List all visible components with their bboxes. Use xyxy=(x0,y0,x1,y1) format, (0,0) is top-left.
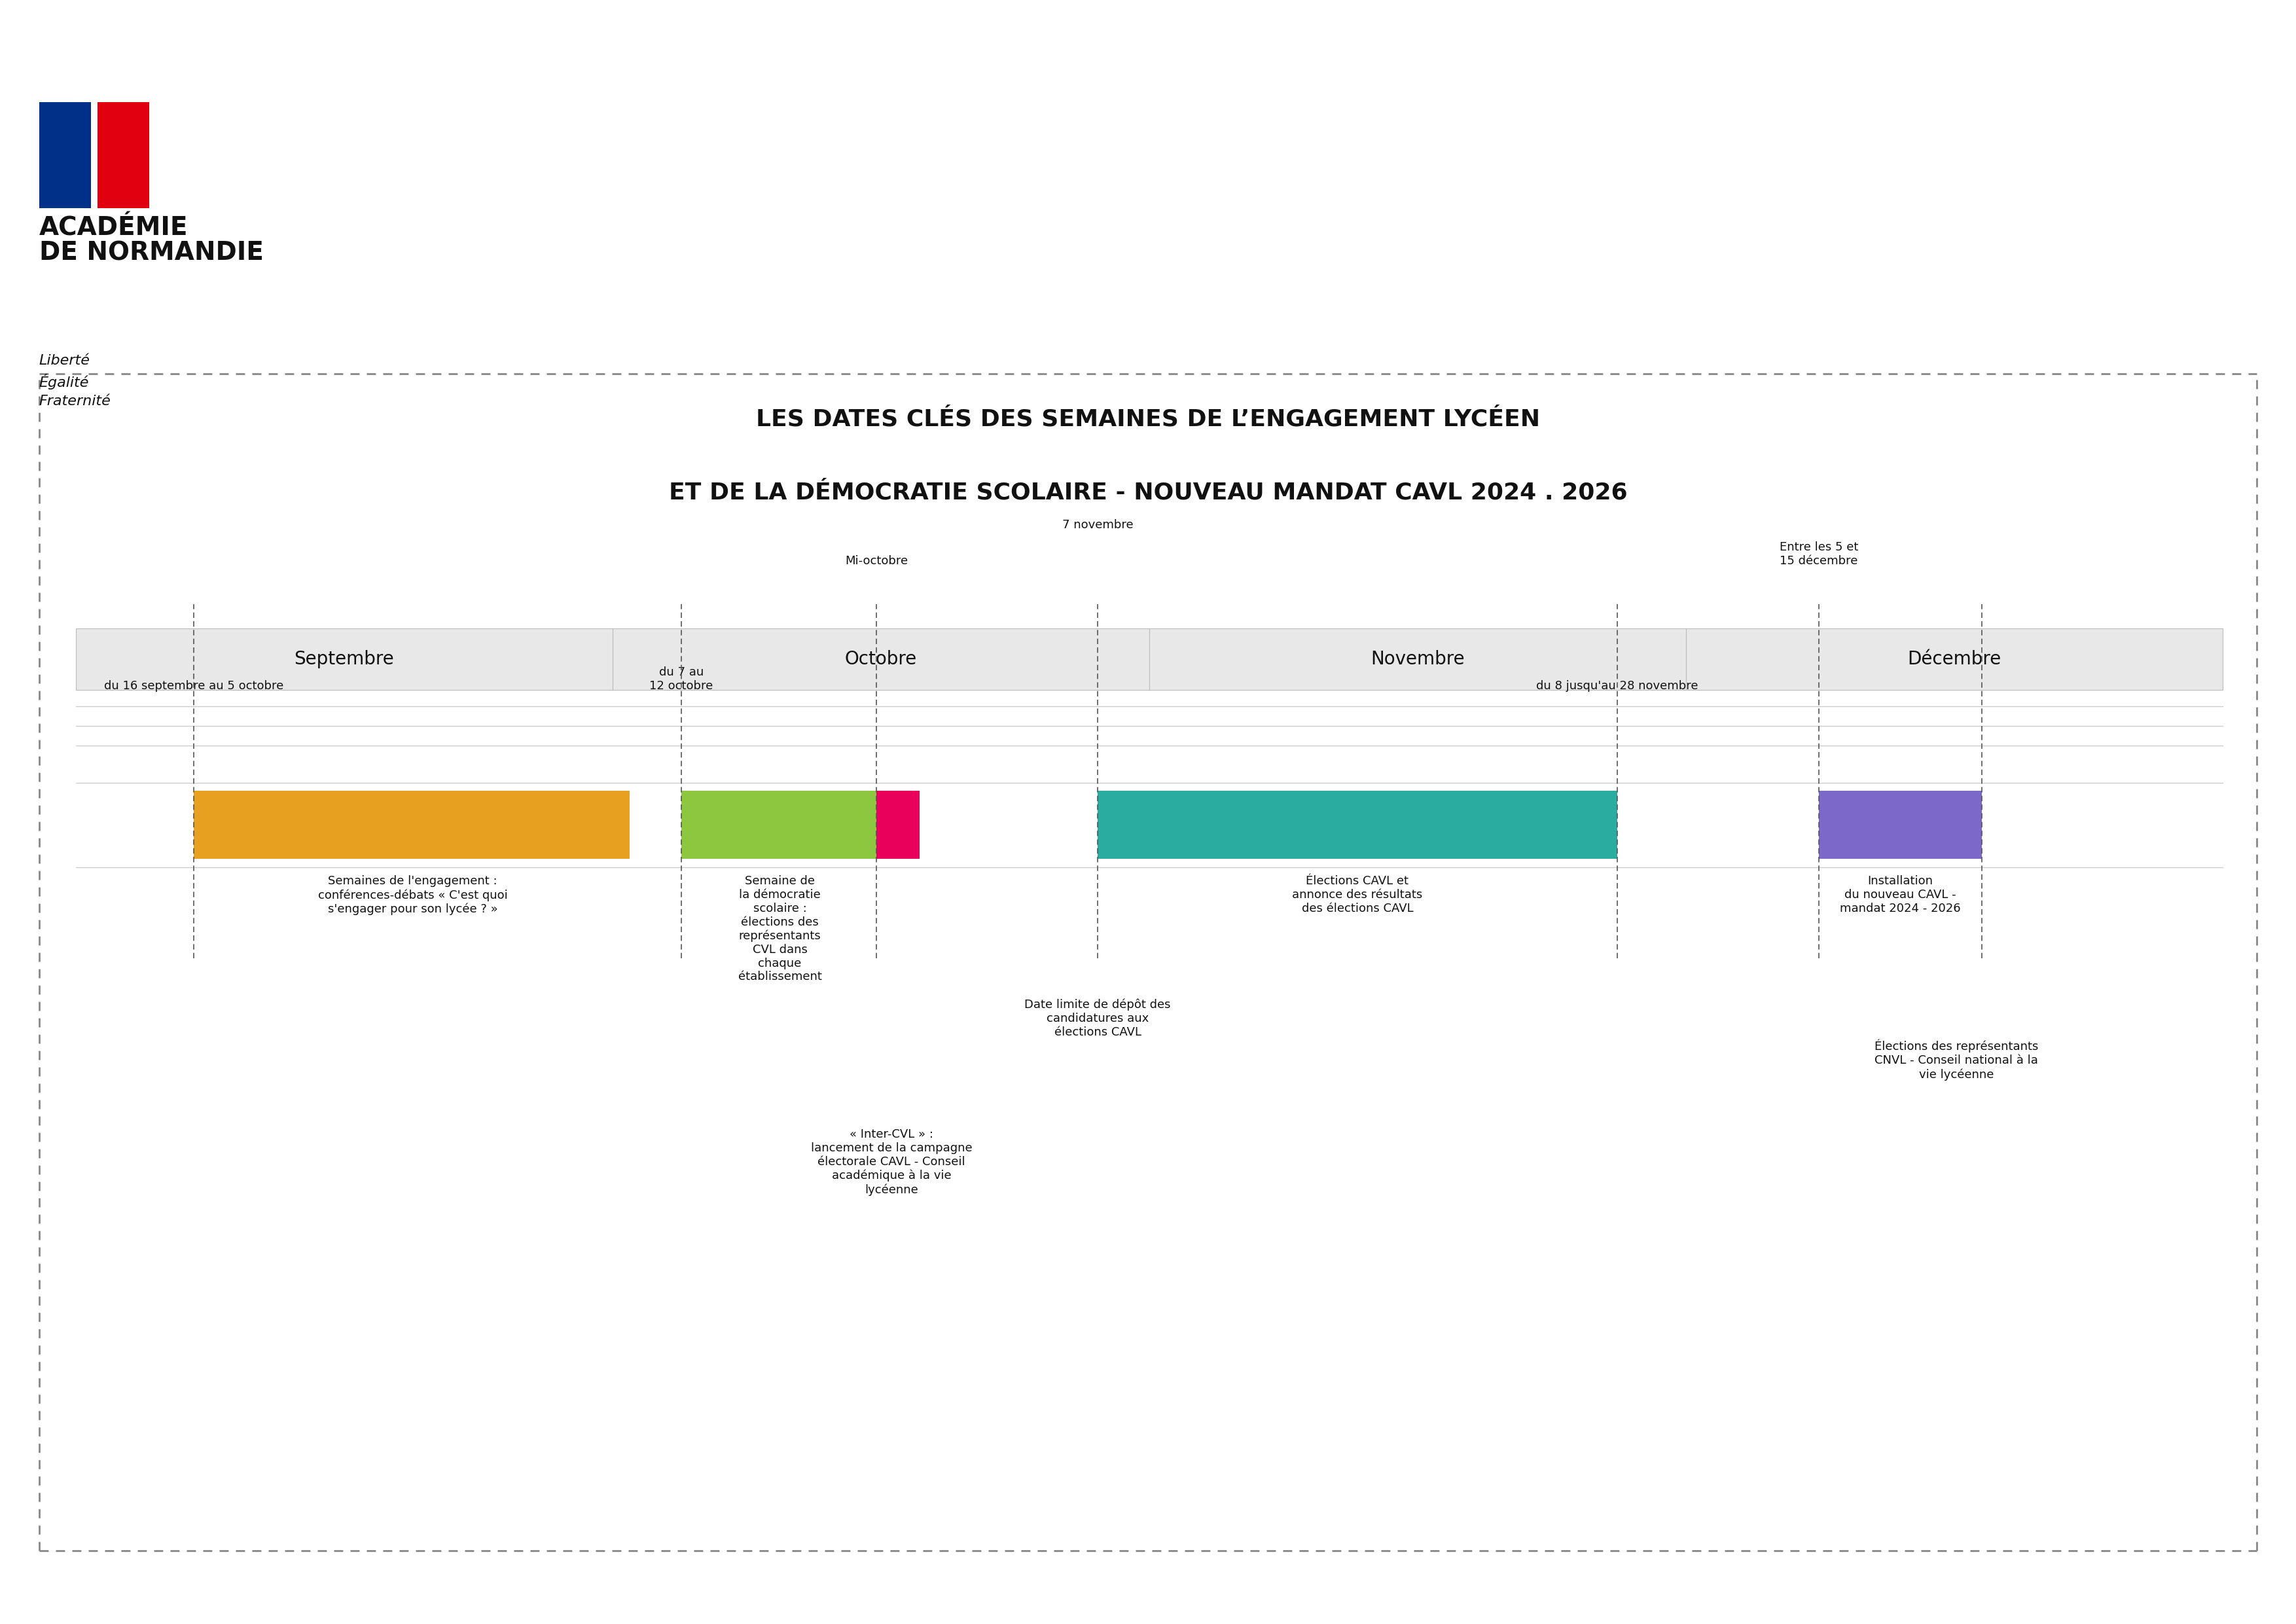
Text: Septembre: Septembre xyxy=(294,650,395,669)
Bar xyxy=(613,628,1148,690)
Text: ACADÉMIE
DE NORMANDIE: ACADÉMIE DE NORMANDIE xyxy=(39,216,264,266)
Bar xyxy=(682,791,877,859)
Bar xyxy=(96,102,149,208)
Text: Élections CAVL et
annonce des résultats
des élections CAVL: Élections CAVL et annonce des résultats … xyxy=(1293,875,1424,914)
Text: Semaines de l'engagement :
conférences-débats « C'est quoi
s'engager pour son ly: Semaines de l'engagement : conférences-d… xyxy=(317,875,507,916)
Bar xyxy=(877,791,918,859)
Text: du 8 jusqu'au 28 novembre: du 8 jusqu'au 28 novembre xyxy=(1536,680,1699,692)
Text: LES DATES CLÉS DES SEMAINES DE L’ENGAGEMENT LYCÉEN: LES DATES CLÉS DES SEMAINES DE L’ENGAGEM… xyxy=(755,408,1541,430)
Bar xyxy=(39,102,92,208)
Text: du 16 septembre au 5 octobre: du 16 septembre au 5 octobre xyxy=(103,680,285,692)
Bar xyxy=(1818,791,1981,859)
Bar xyxy=(76,628,613,690)
Text: du 7 au
12 octobre: du 7 au 12 octobre xyxy=(650,666,714,692)
Text: Entre les 5 et
15 décembre: Entre les 5 et 15 décembre xyxy=(1779,541,1857,567)
Bar xyxy=(1148,628,1685,690)
Bar xyxy=(1685,628,2223,690)
Bar xyxy=(193,791,629,859)
Text: Installation
du nouveau CAVL -
mandat 2024 - 2026: Installation du nouveau CAVL - mandat 20… xyxy=(1839,875,1961,914)
Text: Décembre: Décembre xyxy=(1908,650,2002,669)
Text: Novembre: Novembre xyxy=(1371,650,1465,669)
Text: Liberté
Égalité
Fraternité: Liberté Égalité Fraternité xyxy=(39,354,110,408)
Text: Mi-octobre: Mi-octobre xyxy=(845,555,907,567)
Text: ET DE LA DÉMOCRATIE SCOLAIRE - NOUVEAU MANDAT CAVL 2024 . 2026: ET DE LA DÉMOCRATIE SCOLAIRE - NOUVEAU M… xyxy=(668,481,1628,503)
Text: « Inter-CVL » :
lancement de la campagne
électorale CAVL - Conseil
académique à : « Inter-CVL » : lancement de la campagne… xyxy=(810,1129,971,1195)
Bar xyxy=(1097,791,1616,859)
Text: Élections des représentants
CNVL - Conseil national à la
vie lycéenne: Élections des représentants CNVL - Conse… xyxy=(1874,1039,2039,1080)
Text: 7 novembre: 7 novembre xyxy=(1063,520,1134,531)
Text: Semaine de
la démocratie
scolaire :
élections des
représentants
CVL dans
chaque
: Semaine de la démocratie scolaire : élec… xyxy=(737,875,822,983)
Text: Octobre: Octobre xyxy=(845,650,916,669)
Text: Date limite de dépôt des
candidatures aux
élections CAVL: Date limite de dépôt des candidatures au… xyxy=(1024,999,1171,1038)
